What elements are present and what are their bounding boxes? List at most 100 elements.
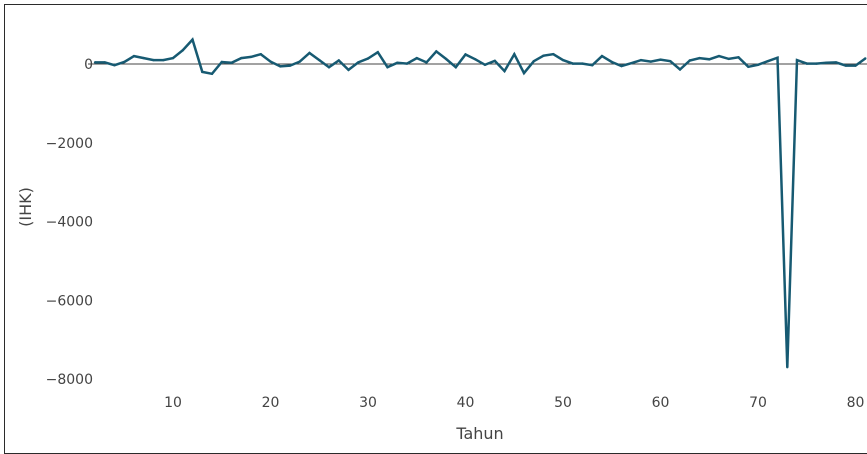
- series-line-0: [95, 37, 867, 368]
- series-layer: [93, 37, 867, 369]
- data-point: [698, 56, 701, 60]
- data-point: [503, 69, 506, 73]
- data-point: [444, 57, 448, 61]
- data-point: [240, 56, 243, 60]
- data-point: [571, 62, 574, 65]
- data-point: [610, 60, 613, 64]
- data-point: [171, 56, 175, 60]
- data-point: [376, 51, 379, 54]
- data-point: [93, 61, 97, 64]
- data-point: [756, 63, 760, 66]
- data-point: [210, 72, 214, 76]
- data-point: [454, 66, 457, 69]
- data-point: [630, 62, 633, 65]
- chart-frame: [4, 4, 867, 454]
- data-point: [230, 61, 233, 64]
- x-tick-label: 60: [652, 395, 670, 411]
- data-point: [815, 62, 818, 65]
- data-point: [318, 58, 321, 62]
- data-point: [747, 65, 750, 69]
- data-point: [581, 62, 584, 65]
- data-point: [259, 53, 262, 56]
- data-point: [717, 54, 721, 58]
- x-axis-title: Tahun: [455, 424, 503, 443]
- y-tick-label: 0: [84, 57, 93, 73]
- data-point: [386, 66, 389, 69]
- data-point: [347, 68, 350, 72]
- data-point: [795, 58, 799, 62]
- data-point: [591, 63, 594, 67]
- data-point: [279, 65, 282, 68]
- data-point: [552, 53, 555, 56]
- data-point: [249, 55, 253, 59]
- data-point: [425, 61, 428, 64]
- data-point: [337, 59, 340, 62]
- data-point: [366, 57, 370, 60]
- data-point: [396, 61, 399, 64]
- data-point: [708, 58, 711, 61]
- data-point: [542, 54, 545, 57]
- data-point: [737, 56, 740, 59]
- x-tick-label: 70: [749, 395, 767, 411]
- data-point: [132, 54, 136, 58]
- data-point: [220, 60, 223, 64]
- data-point: [103, 61, 107, 64]
- data-point: [854, 64, 857, 67]
- data-point: [600, 54, 604, 58]
- x-tick-labels: 10 20 30 40 50 60 70 80: [164, 395, 864, 411]
- data-point: [522, 71, 526, 75]
- y-tick-label: −8000: [46, 372, 93, 388]
- data-point: [678, 68, 682, 71]
- data-point: [513, 53, 516, 56]
- data-point: [483, 63, 487, 66]
- data-point: [639, 58, 643, 62]
- x-tick-label: 30: [359, 395, 377, 411]
- x-tick-label: 80: [847, 395, 865, 411]
- data-point: [844, 64, 847, 67]
- data-point: [191, 38, 194, 41]
- data-point: [162, 58, 165, 62]
- data-point: [327, 66, 331, 69]
- data-point: [864, 57, 867, 60]
- data-point: [727, 57, 730, 61]
- data-point: [834, 61, 838, 64]
- y-tick-label: −6000: [46, 293, 93, 309]
- data-point: [649, 60, 652, 63]
- data-point: [181, 49, 184, 52]
- data-point: [415, 56, 418, 60]
- data-point: [620, 64, 623, 68]
- data-point: [288, 64, 292, 67]
- data-point: [123, 60, 126, 64]
- data-point: [805, 62, 808, 65]
- y-tick-label: −4000: [46, 215, 93, 231]
- y-axis-title: (IHK): [16, 187, 35, 227]
- data-point: [269, 60, 272, 63]
- data-point: [152, 58, 155, 62]
- y-tick-label: −2000: [46, 136, 93, 152]
- data-point: [435, 50, 438, 53]
- data-point: [142, 56, 145, 60]
- data-point: [405, 62, 409, 65]
- data-point: [298, 60, 301, 63]
- x-tick-label: 10: [164, 395, 182, 411]
- data-point: [688, 59, 691, 62]
- x-tick-label: 20: [262, 395, 280, 411]
- x-tick-label: 40: [457, 395, 475, 411]
- data-point: [493, 59, 496, 63]
- data-point: [201, 70, 204, 74]
- data-point: [113, 63, 116, 67]
- data-point: [669, 60, 672, 63]
- data-point: [474, 58, 477, 61]
- data-point: [825, 61, 828, 64]
- data-point: [776, 56, 779, 59]
- data-point: [561, 58, 565, 62]
- data-point: [357, 61, 360, 64]
- data-point: [532, 60, 535, 63]
- y-tick-labels: 0 −2000 −4000 −6000 −8000: [46, 57, 93, 388]
- data-point: [464, 53, 467, 56]
- data-point: [786, 366, 789, 369]
- x-tick-label: 50: [554, 395, 572, 411]
- data-point: [308, 51, 311, 55]
- data-point: [659, 58, 662, 61]
